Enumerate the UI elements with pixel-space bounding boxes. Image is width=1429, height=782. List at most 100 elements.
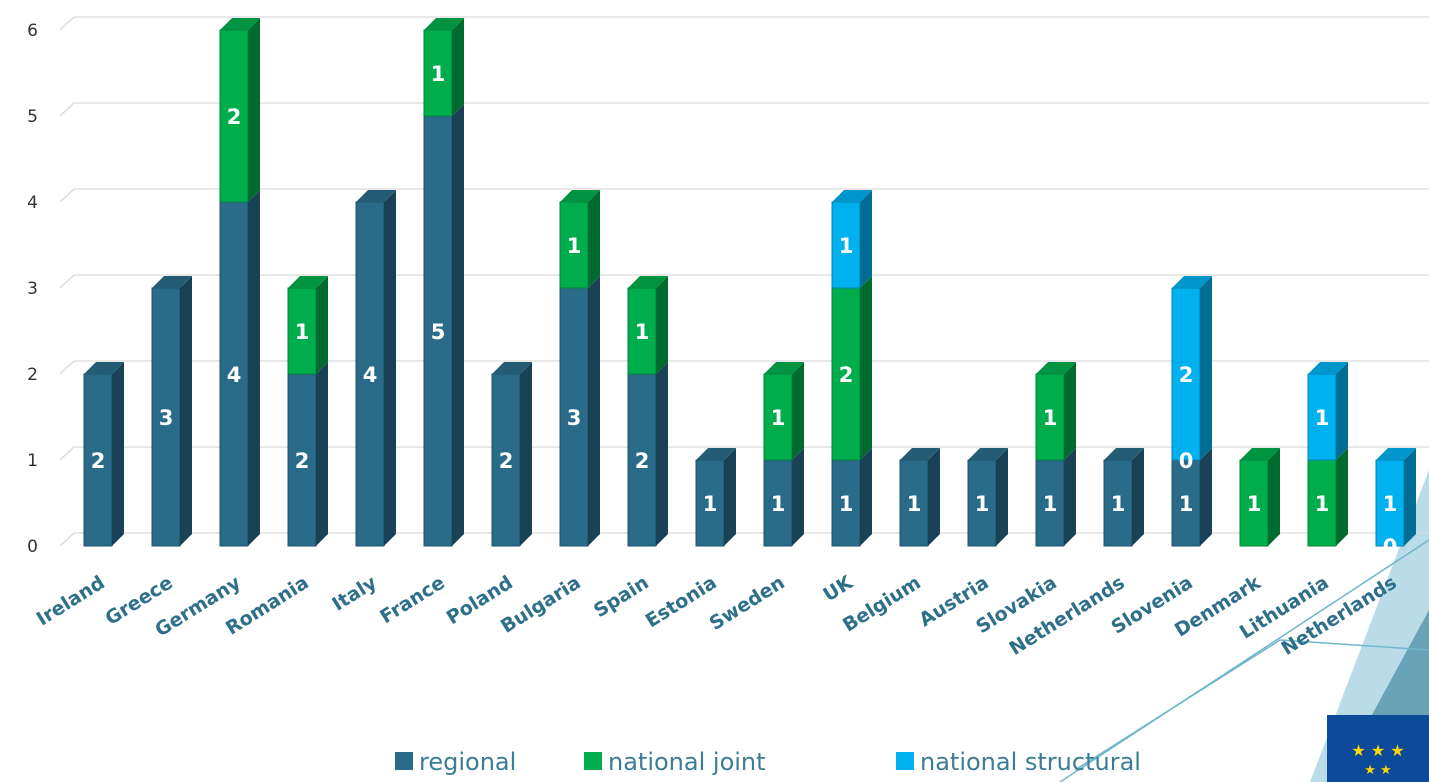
legend-label: regional (419, 748, 516, 776)
bar-segment (219, 29, 249, 203)
bar-segment (899, 459, 929, 547)
data-label: 1 (567, 234, 582, 258)
data-label: 1 (975, 492, 990, 516)
svg-text:★ ★ ★: ★ ★ ★ (1351, 741, 1404, 760)
y-tick-label: 3 (27, 279, 38, 299)
data-label: 2 (635, 449, 650, 473)
bar-segment (695, 459, 725, 547)
data-label: 3 (159, 406, 174, 430)
data-label: 1 (1315, 406, 1330, 430)
bar-side-face (656, 362, 668, 546)
data-label: 4 (227, 363, 242, 387)
bar-side-face (996, 448, 1008, 546)
bar-top-face (628, 276, 668, 288)
bar-segment (559, 287, 589, 547)
category-label: Ireland (33, 572, 109, 631)
category-label: Italy (328, 571, 381, 615)
data-label: 1 (1043, 406, 1058, 430)
data-label: 1 (1111, 492, 1126, 516)
eu-flag-logo: ★ ★ ★ ★ ★ (1327, 715, 1429, 782)
data-label: 0 (1383, 535, 1398, 559)
data-label: 4 (363, 363, 378, 387)
svg-text:★ ★: ★ ★ (1364, 763, 1391, 778)
bar-top-face (492, 362, 532, 374)
gridline-depth (59, 446, 75, 461)
bar-top-face (1036, 362, 1076, 374)
bar-side-face (1132, 448, 1144, 546)
bar-side-face (1268, 448, 1280, 546)
y-axis: 0 1 2 3 4 5 6 (27, 21, 38, 557)
bar-segment (151, 287, 181, 547)
bar-top-face (696, 448, 736, 460)
legend-swatch (896, 752, 914, 770)
category-label: Netherlands (1006, 572, 1129, 660)
data-label: 1 (635, 320, 650, 344)
gridline-depth (59, 16, 75, 31)
category-label: Estonia (642, 572, 721, 633)
data-label: 1 (1043, 492, 1058, 516)
bar-side-face (1336, 362, 1348, 460)
bar-top-face (900, 448, 940, 460)
bar-top-face (560, 190, 600, 202)
bar-side-face (1336, 448, 1348, 546)
legend-swatch (395, 752, 413, 770)
gridline-depth (59, 102, 75, 117)
data-label: 3 (567, 406, 582, 430)
bar-side-face (520, 362, 532, 546)
bar-segment (831, 201, 861, 289)
bar-side-face (860, 448, 872, 546)
bar-side-face (248, 190, 260, 546)
bar-top-face (832, 190, 872, 202)
data-label: 1 (1315, 492, 1330, 516)
bar-side-face (248, 18, 260, 202)
bar-segment (423, 29, 453, 117)
data-label: 1 (839, 234, 854, 258)
bar-top-face (1376, 448, 1416, 460)
bar-segment (287, 373, 317, 547)
bar-side-face (180, 276, 192, 546)
bar-side-face (792, 448, 804, 546)
bar-side-face (452, 104, 464, 546)
bar-side-face (860, 190, 872, 288)
bar-side-face (1064, 362, 1076, 460)
bar-top-face (356, 190, 396, 202)
corner-decoration: ★ ★ ★ ★ ★ (1059, 470, 1429, 782)
y-tick-label: 1 (27, 451, 38, 471)
bar-segment (423, 115, 453, 547)
bar-side-face (588, 276, 600, 546)
y-tick-label: 2 (27, 365, 38, 385)
data-label: 1 (1383, 492, 1398, 516)
data-label: 2 (91, 449, 106, 473)
legend-label: national structural (920, 748, 1141, 776)
bar-segment (627, 373, 657, 547)
bar-segment (627, 287, 657, 375)
data-label: 2 (1179, 363, 1194, 387)
bar-side-face (860, 276, 872, 460)
data-label: 1 (703, 492, 718, 516)
bar-side-face (112, 362, 124, 546)
bar-side-face (384, 190, 396, 546)
bar-segment (967, 459, 997, 547)
y-tick-label: 6 (27, 21, 38, 41)
bar-top-face (1308, 362, 1348, 374)
bar-side-face (1064, 448, 1076, 546)
bar-side-face (1200, 448, 1212, 546)
bar-top-face (152, 276, 192, 288)
bar-segment (1171, 459, 1201, 547)
bar-top-face (288, 276, 328, 288)
gridline-depth (59, 274, 75, 289)
bar-top-face (84, 362, 124, 374)
bar-top-face (220, 18, 260, 30)
data-label: 2 (295, 449, 310, 473)
bar-segment (831, 459, 861, 547)
bar-top-face (968, 448, 1008, 460)
gridline-depth (59, 188, 75, 203)
data-label: 1 (771, 406, 786, 430)
bar-top-face (1104, 448, 1144, 460)
data-label: 1 (907, 492, 922, 516)
category-label: Belgium (839, 572, 925, 637)
data-label: 2 (227, 105, 242, 129)
bar-segment (1307, 459, 1337, 547)
